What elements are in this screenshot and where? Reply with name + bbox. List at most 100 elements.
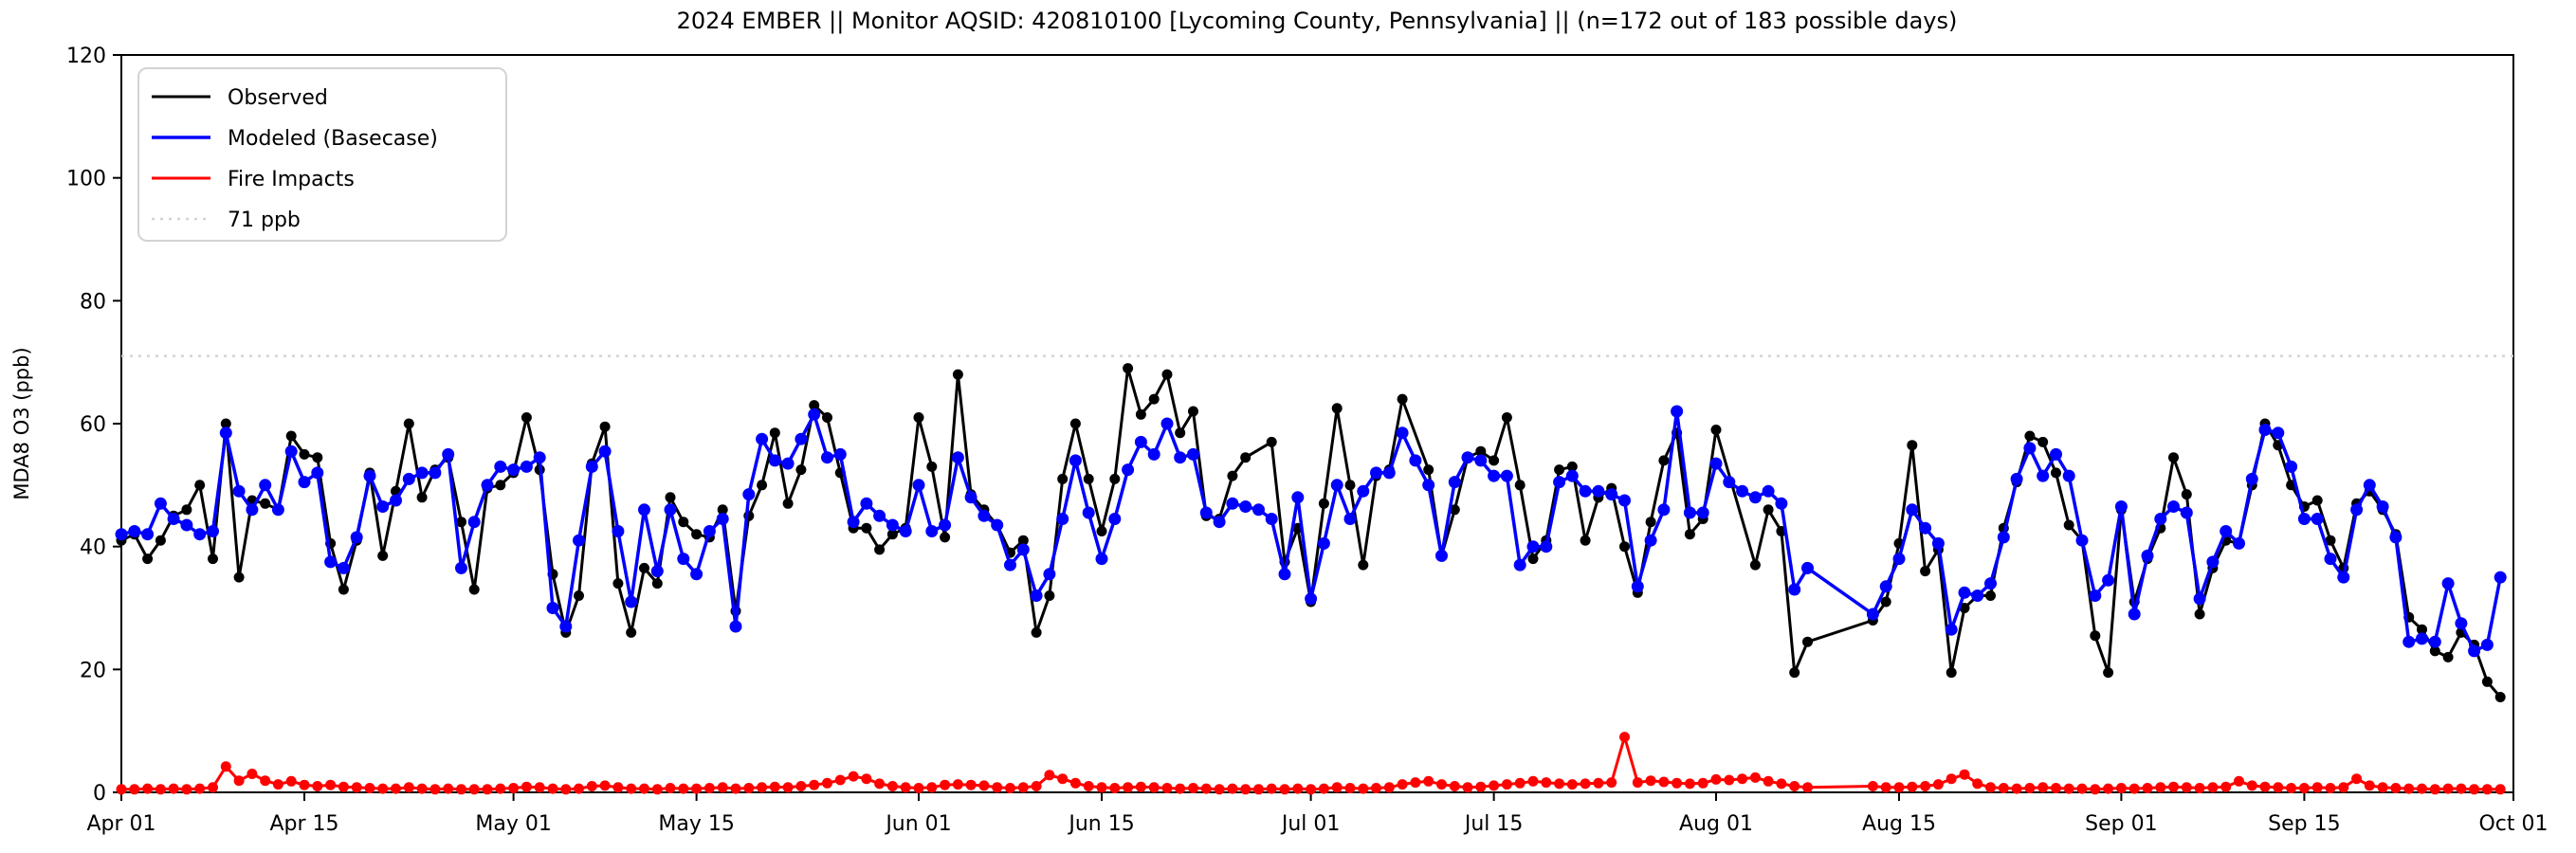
y-axis-tick-label: 20 xyxy=(80,659,106,682)
modeled-series-marker xyxy=(1226,497,1239,510)
modeled-series-marker xyxy=(781,457,795,470)
legend-item-fire-impacts-label: Fire Impacts xyxy=(228,168,355,191)
y-axis-label: MDA8 O3 (ppb) xyxy=(10,347,33,499)
fire-series-marker xyxy=(194,783,206,794)
modeled-series-marker xyxy=(2272,426,2285,440)
observed-series-marker xyxy=(612,578,624,590)
observed-series-marker xyxy=(1161,369,1173,380)
observed-series-marker xyxy=(2103,667,2114,679)
observed-series-marker xyxy=(665,492,676,503)
fire-series-marker xyxy=(1501,779,1512,790)
observed-series-marker xyxy=(1684,529,1695,540)
observed-series-marker xyxy=(1985,590,1996,601)
observed-series-marker xyxy=(757,480,768,491)
observed-series-marker xyxy=(2494,692,2506,702)
fire-series-marker xyxy=(1306,784,1317,795)
modeled-series-marker xyxy=(860,497,873,510)
fire-series-marker xyxy=(717,782,728,793)
modeled-series-marker xyxy=(1565,469,1579,482)
fire-series-marker xyxy=(703,783,715,793)
observed-series-marker xyxy=(521,412,532,423)
modeled-series-marker xyxy=(1984,577,1997,590)
fire-series-marker xyxy=(1135,781,1146,792)
modeled-series-marker xyxy=(873,509,886,522)
fire-series-marker xyxy=(1017,782,1029,793)
fire-series-marker xyxy=(1057,773,1069,785)
modeled-series-marker xyxy=(350,531,363,544)
y-axis-tick-label: 0 xyxy=(93,782,106,806)
fire-series-marker xyxy=(2377,782,2388,793)
observed-series-marker xyxy=(1489,455,1500,466)
observed-series-marker xyxy=(822,412,832,423)
observed-series-marker xyxy=(1658,455,1670,466)
modeled-series-marker xyxy=(1265,513,1278,525)
modeled-series-marker xyxy=(1069,454,1082,467)
modeled-series-marker xyxy=(1396,426,1409,440)
modeled-series-marker xyxy=(520,460,533,473)
modeled-series-marker xyxy=(690,568,703,581)
modeled-series-marker xyxy=(1382,466,1396,480)
observed-series-marker xyxy=(233,572,245,583)
fire-series-line xyxy=(121,735,2501,791)
fire-series-marker xyxy=(1344,783,1356,793)
x-axis-tick-label: Apr 01 xyxy=(86,812,155,836)
modeled-series-marker xyxy=(808,408,821,421)
modeled-series-marker xyxy=(1801,561,1814,574)
modeled-series-marker xyxy=(1866,608,1879,621)
modeled-series-marker xyxy=(2128,608,2141,621)
observed-series-marker xyxy=(926,461,938,472)
observed-series-marker xyxy=(1645,517,1656,528)
observed-series-marker xyxy=(626,626,637,638)
modeled-series-marker xyxy=(507,463,521,477)
modeled-series-marker xyxy=(1683,506,1696,519)
observed-series-marker xyxy=(1344,480,1356,491)
fire-series-marker xyxy=(247,769,258,779)
modeled-series-marker xyxy=(795,432,808,445)
modeled-series-marker xyxy=(703,525,716,537)
modeled-series-marker xyxy=(363,469,376,482)
fire-series-marker xyxy=(2351,773,2363,785)
modeled-series-marker xyxy=(1579,484,1592,498)
y-axis-tick-label: 80 xyxy=(80,290,106,314)
modeled-series-marker xyxy=(1147,447,1160,461)
observed-series-marker xyxy=(1789,667,1800,679)
fire-series-marker xyxy=(1227,783,1238,794)
fire-series-marker xyxy=(285,775,297,787)
fire-series-marker xyxy=(599,780,611,791)
modeled-series-marker xyxy=(1919,521,1932,535)
modeled-series-marker xyxy=(2350,503,2364,517)
modeled-series-marker xyxy=(259,479,272,492)
observed-series-marker xyxy=(194,480,206,491)
observed-series-marker xyxy=(913,412,924,423)
modeled-series-marker xyxy=(1252,503,1265,517)
modeled-series-marker xyxy=(1788,583,1801,596)
modeled-series-marker xyxy=(311,466,324,480)
observed-series-marker xyxy=(1907,440,1918,451)
modeled-series-marker xyxy=(1526,540,1540,554)
observed-series-marker xyxy=(1240,452,1251,463)
observed-series-marker xyxy=(2311,495,2323,506)
fire-series-marker xyxy=(1893,782,1905,793)
observed-series-marker xyxy=(1514,480,1526,491)
fire-series-marker xyxy=(1632,777,1643,789)
fire-series-marker xyxy=(1175,783,1186,794)
x-axis: Apr 01 Apr 15 May 01 May 15 Jun 01 Jun 15 Jul … xyxy=(86,792,2549,836)
modeled-series-marker xyxy=(2062,469,2075,482)
modeled-series-marker xyxy=(1122,463,1135,477)
fire-series-marker xyxy=(220,761,231,772)
y-axis-tick-label: 60 xyxy=(80,413,106,437)
fire-series-marker xyxy=(1266,783,1277,794)
observed-series-marker xyxy=(717,504,728,516)
fire-series-marker xyxy=(940,779,951,790)
fire-series-marker xyxy=(351,782,362,793)
modeled-series-marker xyxy=(1199,506,1213,519)
fire-series-marker xyxy=(1920,781,1931,791)
modeled-series-marker xyxy=(1095,553,1108,566)
observed-series-marker xyxy=(1227,470,1238,481)
fire-series-marker xyxy=(560,784,572,795)
observed-series-marker xyxy=(1802,636,1813,647)
modeled-series-marker xyxy=(1748,491,1762,504)
fire-series-marker xyxy=(2051,783,2061,793)
fire-series-marker xyxy=(2115,783,2127,793)
